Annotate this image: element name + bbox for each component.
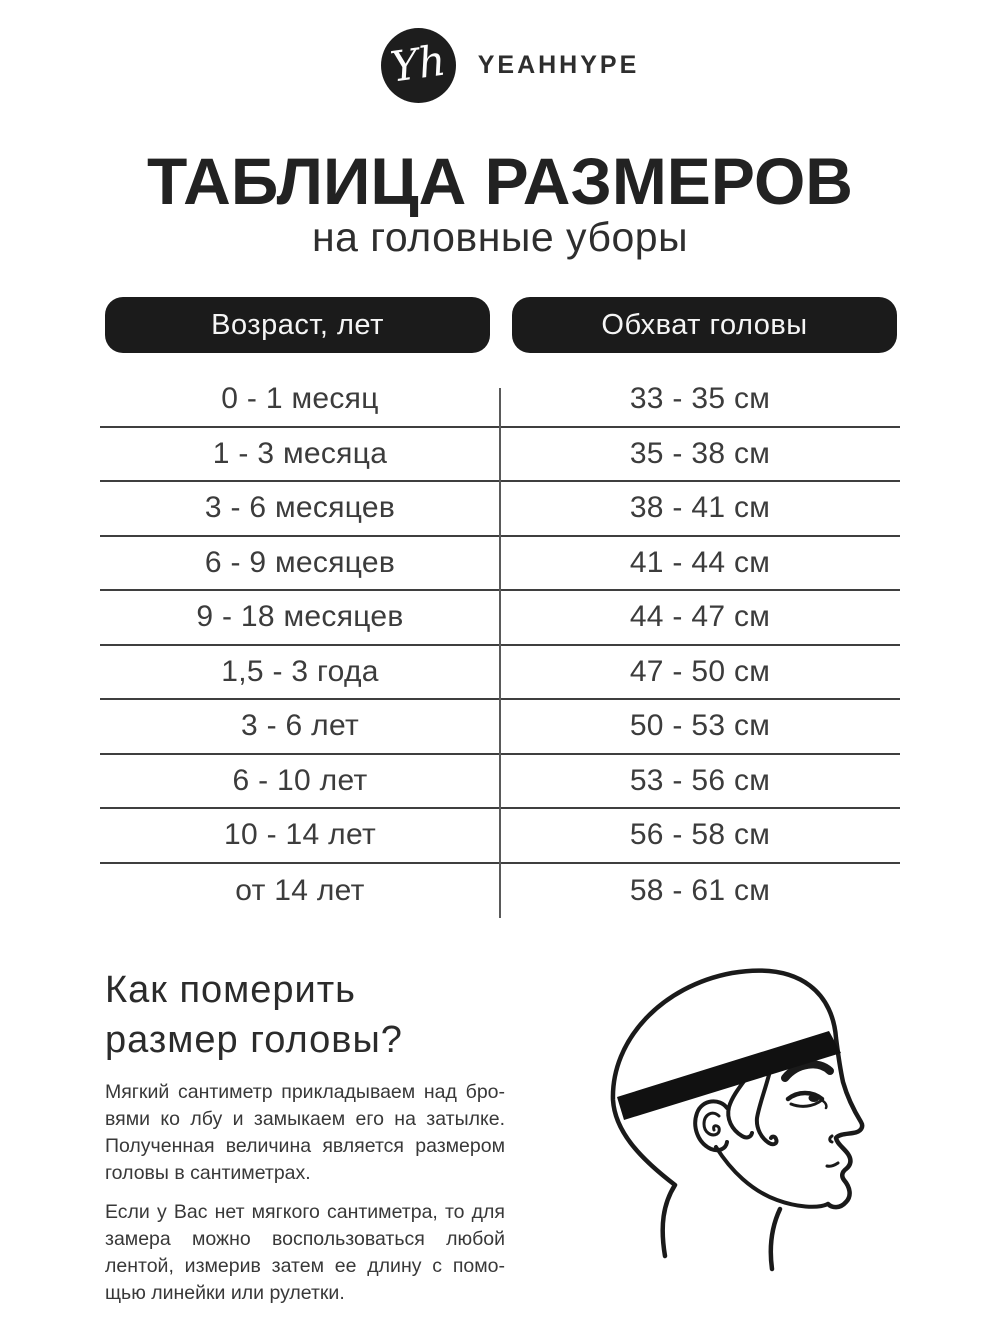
howto-paragraph-2: Если у Вас нет мягкого сантиметра, то дл…	[105, 1199, 505, 1307]
measuring-band	[617, 1031, 841, 1120]
table-row: 1,5 - 3 года 47 - 50 см	[100, 646, 900, 700]
paragraph-line: замера можно воспользоваться любой	[105, 1228, 505, 1250]
howto-paragraph-1: Мягкий сантиметр прикладываем над бро-вя…	[105, 1079, 505, 1187]
paragraph-line: Мягкий сантиметр прикладываем над бро-	[105, 1081, 505, 1103]
column-header-age: Возраст, лет	[105, 297, 490, 353]
size-cell: 56 - 58 см	[629, 818, 771, 852]
paragraph-line: головы в сантиметрах.	[105, 1162, 311, 1184]
paragraph-line: щью линейки или рулетки.	[105, 1282, 345, 1304]
age-cell: 1 - 3 месяца	[212, 436, 388, 470]
brand-name: YEAHHYPE	[477, 51, 640, 79]
size-cell: 50 - 53 см	[629, 709, 771, 743]
age-cell: 3 - 6 месяцев	[204, 491, 396, 525]
age-cell: 1,5 - 3 года	[221, 654, 379, 688]
brand-monogram: Yh	[387, 34, 449, 92]
paragraph-line: вями ко лбу и замыкаем его на затылке.	[105, 1108, 505, 1130]
age-cell: 0 - 1 месяц	[221, 382, 379, 416]
age-cell: 9 - 18 месяцев	[196, 600, 404, 634]
page-title: ТАБЛИЦА РАЗМЕРОВ	[147, 144, 853, 218]
age-cell: от 14 лет	[235, 873, 365, 907]
size-cell: 47 - 50 см	[629, 654, 771, 688]
eye-pupil	[808, 1094, 820, 1102]
howto-heading: Как померить размер головы?	[105, 965, 505, 1065]
howto-section: Как померить размер головы? Мягкий сантим…	[105, 965, 505, 1307]
size-cell: 35 - 38 см	[629, 436, 771, 470]
size-cell: 58 - 61 см	[629, 873, 771, 907]
page-subtitle: на головные уборы	[311, 214, 689, 260]
column-divider	[499, 388, 501, 918]
paragraph-line: Полученная величина является размером	[105, 1135, 505, 1157]
age-cell: 6 - 9 месяцев	[204, 545, 396, 579]
brand-header: Yh YEAHHYPE	[10, 28, 1000, 103]
howto-heading-line: размер головы?	[105, 1019, 403, 1061]
size-cell: 44 - 47 см	[629, 600, 771, 634]
age-cell: 6 - 10 лет	[232, 763, 368, 797]
size-cell: 41 - 44 см	[629, 545, 771, 579]
table-row: от 14 лет 58 - 61 см	[100, 864, 900, 919]
howto-heading-line: Как померить	[105, 969, 356, 1011]
age-cell: 3 - 6 лет	[241, 709, 359, 743]
paragraph-line: Если у Вас нет мягкого сантиметра, то дл…	[105, 1201, 505, 1223]
head-measure-icon	[610, 968, 865, 1272]
paragraph-line: лентой, измерив затем ее длину с помо-	[105, 1255, 505, 1277]
table-column-headers: Возраст, лет Обхват головы	[105, 297, 897, 353]
head-profile-illustration	[580, 950, 930, 1333]
table-row: 6 - 9 месяцев 41 - 44 см	[100, 537, 900, 591]
column-header-circumference: Обхват головы	[512, 297, 897, 353]
size-table: 0 - 1 месяц 33 - 35 см 1 - 3 месяца 35 -…	[100, 373, 900, 918]
size-cell: 53 - 56 см	[629, 763, 771, 797]
age-cell: 10 - 14 лет	[224, 818, 376, 852]
brand-logo-icon: Yh	[380, 28, 456, 103]
size-cell: 33 - 35 см	[629, 382, 771, 416]
size-cell: 38 - 41 см	[629, 491, 771, 525]
